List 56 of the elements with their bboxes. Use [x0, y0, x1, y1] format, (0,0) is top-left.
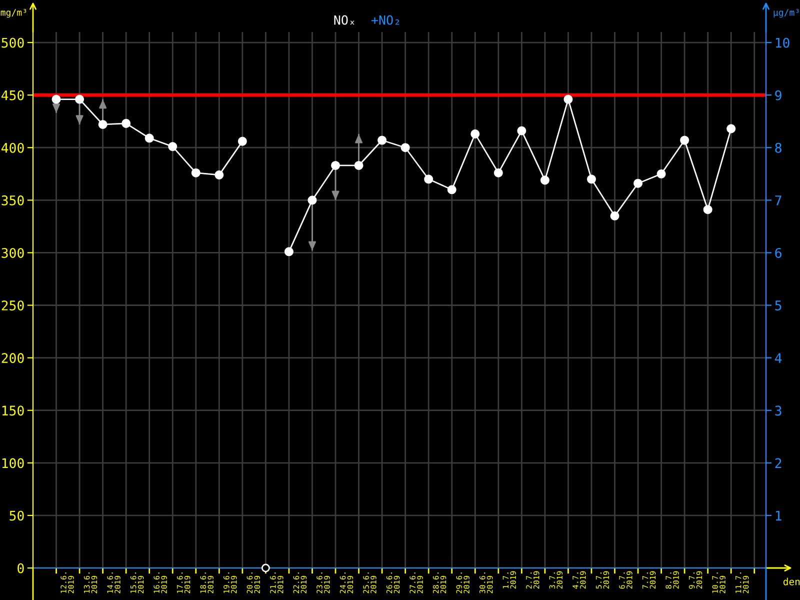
y-tick-label: 450 [1, 90, 24, 100]
y2-tick-label: 4 [774, 353, 782, 363]
point [378, 136, 387, 145]
point [447, 185, 456, 194]
point [191, 168, 200, 178]
y-tick-label: 200 [2, 353, 24, 364]
x-axis-title: den [783, 578, 800, 586]
y2-tick-label: 7 [775, 196, 782, 206]
y-tick-label: 250 [2, 300, 24, 310]
point [52, 94, 61, 104]
y2-tick-label: 9 [775, 90, 782, 100]
point [168, 142, 178, 152]
y2-axis-title: µg/m³ [774, 8, 799, 18]
y-tick-label: 300 [2, 248, 24, 258]
point [308, 196, 317, 205]
y-tick-label: 150 [2, 406, 24, 416]
point [656, 169, 666, 178]
point [354, 160, 364, 170]
point [703, 205, 712, 214]
point [424, 174, 434, 184]
point [238, 136, 247, 146]
point [586, 174, 596, 184]
point [610, 211, 620, 220]
y-tick-label: 500 [2, 38, 24, 48]
y2-tick-label: 1 [776, 510, 782, 520]
y2-tick-label: 2 [775, 458, 782, 468]
point [214, 170, 224, 180]
point [470, 129, 480, 138]
y2-tick-label: 3 [775, 406, 782, 416]
y-tick-label: 50 [10, 510, 24, 521]
point [564, 94, 573, 104]
text: NOₓ [334, 15, 354, 25]
point [634, 178, 643, 188]
y2-tick-label: 6 [775, 248, 782, 258]
y2-tick-label: 5 [775, 300, 782, 310]
y2-tick-label: 8 [775, 142, 782, 153]
y-tick-label: 0 [18, 563, 24, 574]
point [540, 176, 550, 185]
point [144, 134, 154, 143]
point [726, 124, 736, 134]
point [680, 136, 690, 145]
point [494, 168, 503, 178]
point [330, 160, 340, 170]
y-tick-label: 350 [2, 195, 24, 206]
point [75, 94, 84, 104]
legend-label: +NO₂ [372, 15, 400, 25]
point [400, 143, 410, 152]
y-tick-label: 400 [1, 142, 24, 153]
point [261, 564, 270, 572]
y-tick-label: 100 [2, 458, 24, 468]
point [284, 247, 294, 256]
point [517, 126, 526, 136]
point [122, 118, 131, 128]
y2-tick-label: 10 [776, 38, 790, 48]
y-axis-title: mg/m³ [0, 8, 26, 18]
point [98, 120, 108, 129]
